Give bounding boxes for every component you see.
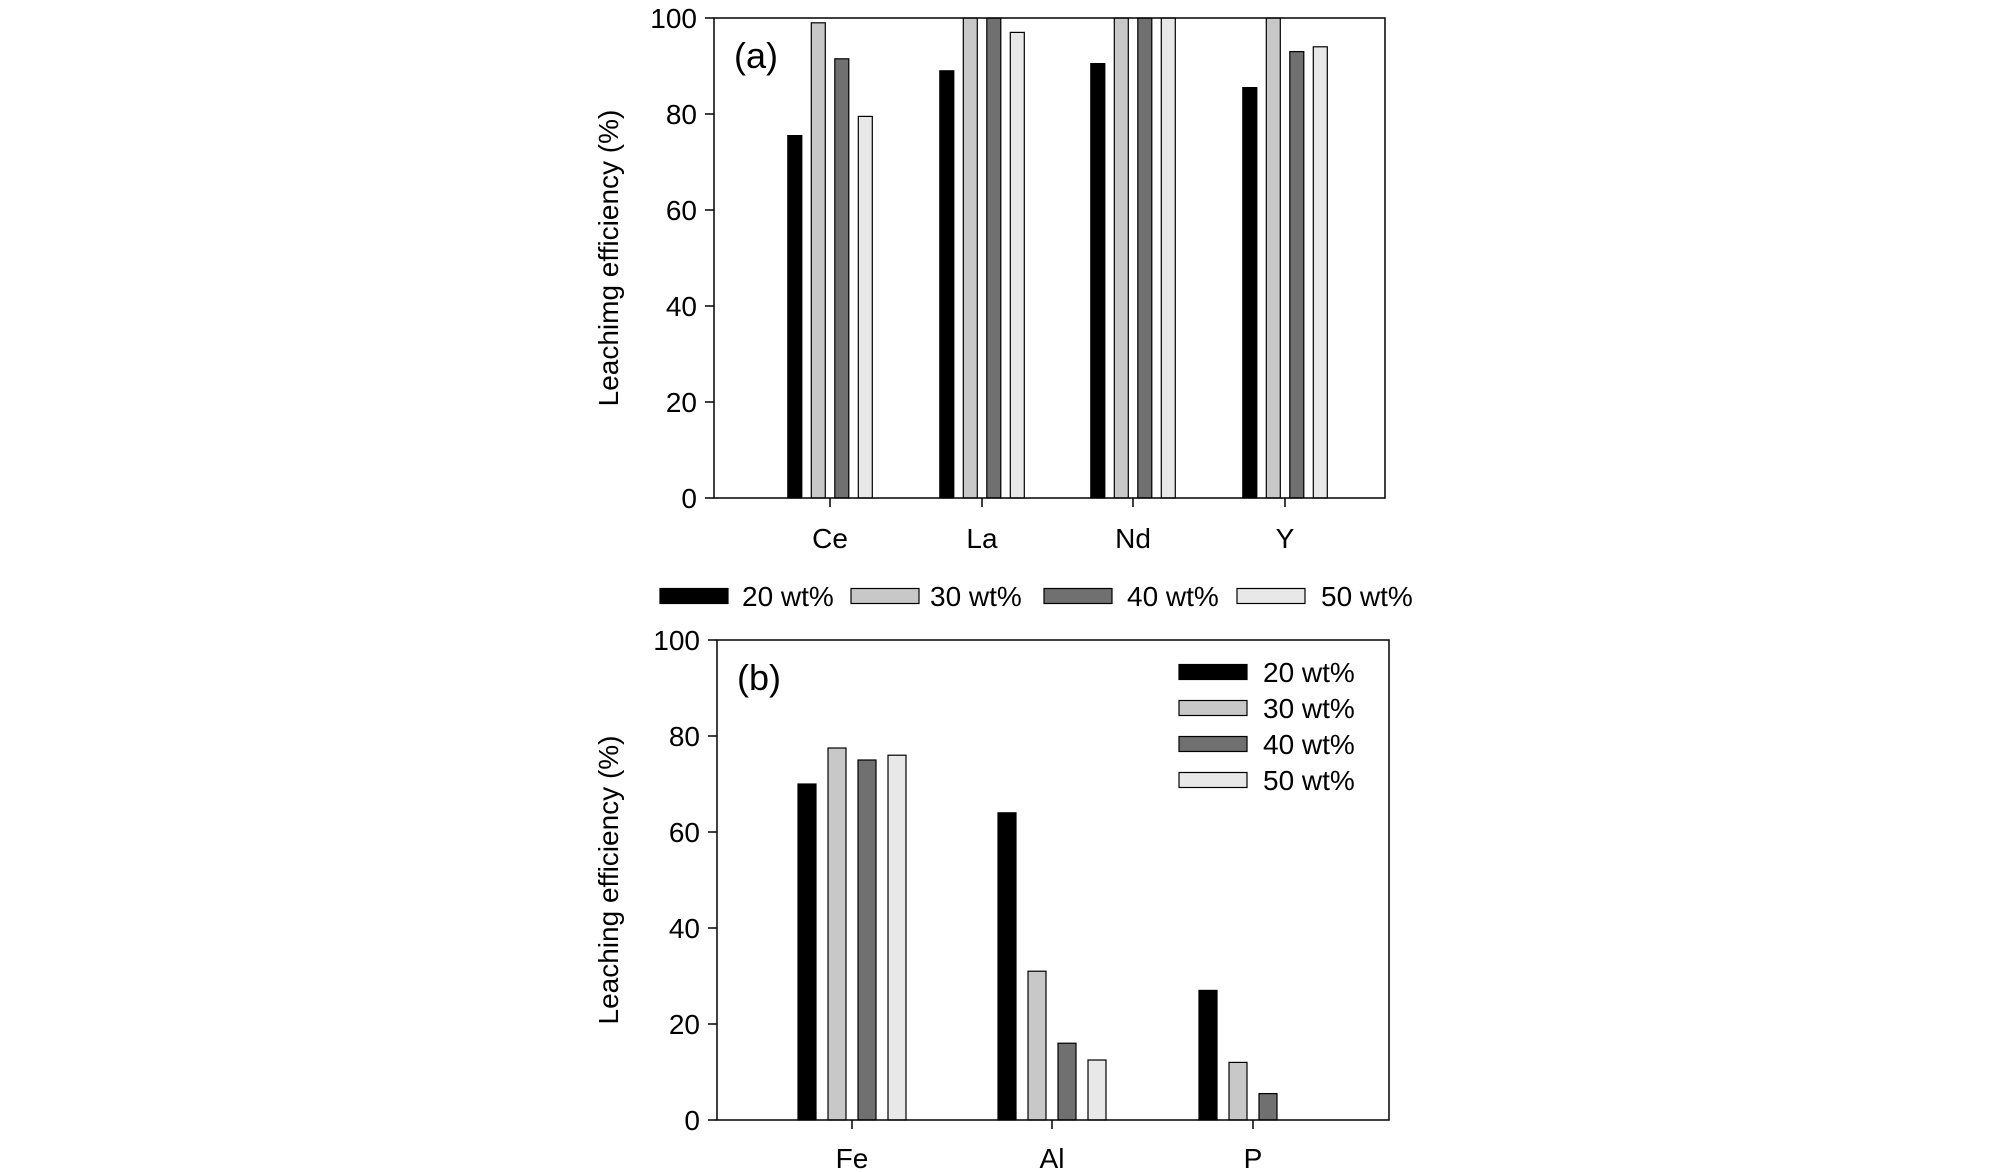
bar-la-40wt bbox=[986, 17, 1002, 499]
legend-swatch bbox=[1178, 735, 1248, 753]
bar-y-40wt bbox=[1289, 50, 1305, 499]
legend-label: 20 wt% bbox=[742, 581, 834, 612]
legend-swatch bbox=[1178, 699, 1248, 717]
bar-nd-30wt bbox=[1113, 17, 1129, 499]
bar-la-20wt bbox=[939, 70, 955, 499]
legend-label: 30 wt% bbox=[1263, 693, 1355, 724]
x-category-label: La bbox=[966, 523, 998, 554]
legend-panel-b: 20 wt% 30 wt% 40 wt% 50 wt% bbox=[1178, 657, 1355, 796]
bar-p-40wt bbox=[1258, 1092, 1278, 1121]
legend-swatch bbox=[1178, 771, 1248, 789]
y-tick-label: 40 bbox=[666, 291, 697, 322]
legend-label: 30 wt% bbox=[930, 581, 1022, 612]
y-tick-label: 20 bbox=[666, 387, 697, 418]
bar-ce-30wt bbox=[810, 22, 826, 499]
plot-frame bbox=[716, 639, 1390, 1121]
y-tick-label: 80 bbox=[669, 721, 700, 752]
legend-swatch bbox=[1043, 587, 1113, 605]
bar-al-40wt bbox=[1057, 1042, 1077, 1121]
y-tick-label: 40 bbox=[669, 913, 700, 944]
legend-swatch bbox=[659, 587, 729, 605]
bar-al-20wt bbox=[997, 812, 1017, 1121]
panel-label: (a) bbox=[734, 35, 778, 76]
legend-label: 40 wt% bbox=[1127, 581, 1219, 612]
legend-panel-a: 20 wt% 30 wt% 40 wt% 50 wt% bbox=[659, 581, 1413, 612]
y-tick-label: 60 bbox=[669, 817, 700, 848]
legend-swatch bbox=[1236, 587, 1306, 605]
y-tick-label: 100 bbox=[650, 3, 697, 34]
bar-al-30wt bbox=[1027, 970, 1047, 1121]
y-tick-label: 100 bbox=[653, 625, 700, 656]
bar-la-30wt bbox=[962, 17, 978, 499]
legend-label: 40 wt% bbox=[1263, 729, 1355, 760]
plot-frame bbox=[713, 17, 1386, 499]
y-tick-label: 20 bbox=[669, 1009, 700, 1040]
legend-swatch bbox=[850, 587, 920, 605]
y-tick-label: 60 bbox=[666, 195, 697, 226]
bar-fe-20wt bbox=[797, 783, 817, 1121]
y-tick-label: 80 bbox=[666, 99, 697, 130]
bar-fe-30wt bbox=[827, 747, 847, 1121]
y-axis-title: Leaching efficiency (%) bbox=[593, 736, 624, 1025]
bar-ce-50wt bbox=[857, 115, 873, 499]
bar-ce-20wt bbox=[787, 135, 803, 499]
x-category-label: Fe bbox=[836, 1143, 869, 1172]
bar-p-30wt bbox=[1228, 1061, 1248, 1121]
chart-panel-a: 0 20 40 60 80 100 Ce La Nd Y Leachimg efficiency (… bbox=[593, 3, 1386, 554]
legend-label: 50 wt% bbox=[1263, 765, 1355, 796]
bar-nd-20wt bbox=[1090, 62, 1106, 499]
x-category-label: Y bbox=[1276, 523, 1295, 554]
bar-ce-40wt bbox=[834, 58, 850, 499]
x-category-label: Ce bbox=[812, 523, 848, 554]
chart-panel-b: 0 20 40 60 80 100 Fe Al P Leaching efficiency (%)… bbox=[593, 625, 1390, 1172]
legend-label: 50 wt% bbox=[1321, 581, 1413, 612]
bar-y-20wt bbox=[1242, 86, 1258, 499]
y-tick-label: 0 bbox=[684, 1105, 700, 1136]
bar-y-30wt bbox=[1265, 17, 1281, 499]
bar-nd-40wt bbox=[1137, 17, 1153, 499]
bar-nd-50wt bbox=[1160, 17, 1176, 499]
x-category-label: Nd bbox=[1115, 523, 1151, 554]
x-category-label: Al bbox=[1040, 1143, 1065, 1172]
panel-label: (b) bbox=[737, 657, 781, 698]
y-tick-label: 0 bbox=[681, 483, 697, 514]
x-category-label: P bbox=[1244, 1143, 1263, 1172]
y-axis-title: Leachimg efficiency (%) bbox=[593, 110, 624, 407]
bar-fe-50wt bbox=[887, 754, 907, 1121]
bar-p-20wt bbox=[1198, 989, 1218, 1121]
bar-la-50wt bbox=[1009, 31, 1025, 499]
bar-al-50wt bbox=[1087, 1059, 1107, 1121]
legend-label: 20 wt% bbox=[1263, 657, 1355, 688]
bar-y-50wt bbox=[1312, 46, 1328, 499]
bar-fe-40wt bbox=[857, 759, 877, 1121]
legend-swatch bbox=[1178, 663, 1248, 681]
